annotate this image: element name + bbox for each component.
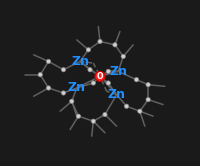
Circle shape — [91, 81, 96, 85]
Circle shape — [124, 104, 129, 108]
Circle shape — [146, 97, 150, 102]
Circle shape — [134, 78, 139, 82]
Circle shape — [103, 112, 107, 117]
Text: O: O — [97, 72, 103, 81]
Circle shape — [86, 48, 91, 52]
Circle shape — [106, 69, 110, 74]
Circle shape — [61, 68, 66, 72]
Circle shape — [61, 91, 66, 95]
Text: Zn: Zn — [68, 82, 86, 94]
Circle shape — [70, 99, 74, 103]
Circle shape — [98, 39, 102, 44]
Text: Zn: Zn — [108, 88, 126, 101]
Circle shape — [46, 59, 51, 64]
Text: Zn: Zn — [71, 55, 89, 68]
Circle shape — [146, 83, 150, 87]
Circle shape — [88, 68, 92, 72]
Circle shape — [38, 73, 42, 77]
Circle shape — [121, 54, 125, 59]
Circle shape — [138, 109, 142, 113]
Circle shape — [113, 43, 117, 47]
Circle shape — [46, 86, 51, 90]
Circle shape — [91, 119, 96, 123]
Text: Zn: Zn — [109, 65, 127, 78]
Circle shape — [95, 71, 105, 81]
Circle shape — [106, 81, 110, 85]
Circle shape — [76, 114, 81, 118]
